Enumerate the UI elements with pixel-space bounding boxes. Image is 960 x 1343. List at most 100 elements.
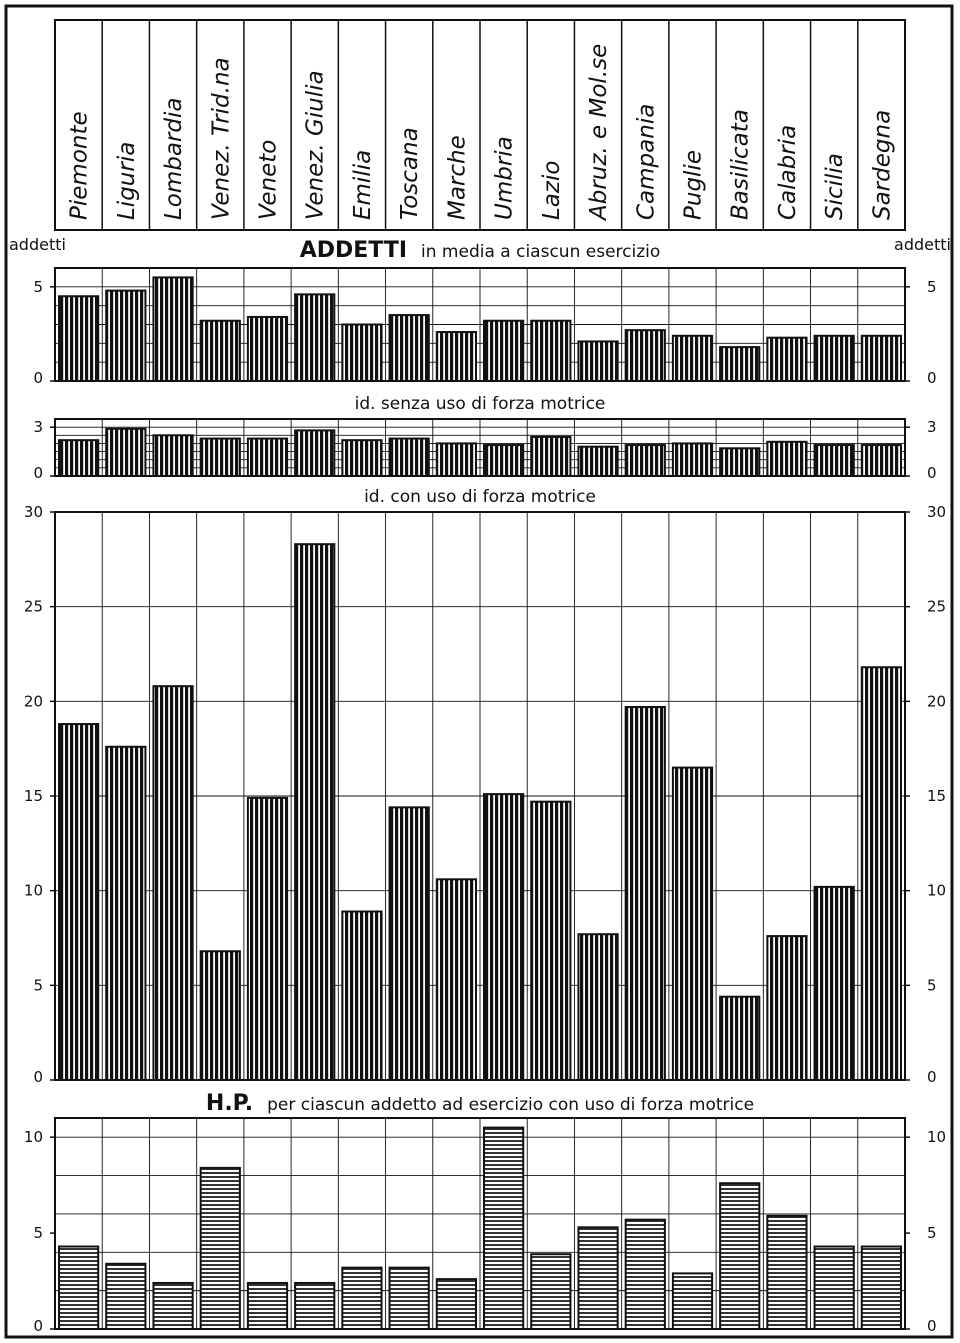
bar	[624, 706, 666, 1081]
bar	[246, 315, 289, 383]
region-label: Emilia	[350, 150, 376, 220]
tick-label-left: 0	[33, 1068, 43, 1086]
bar	[624, 329, 666, 382]
tick-label-right: 20	[927, 692, 946, 710]
bar	[435, 331, 477, 382]
hp-title: H.P. per ciascun addetto ad esercizio co…	[206, 1091, 754, 1116]
bar	[58, 439, 100, 477]
bar	[813, 334, 855, 382]
bar	[483, 793, 525, 1082]
bar	[199, 1166, 241, 1330]
addetti-title-main: ADDETTI	[300, 238, 407, 263]
tick-label-left: 25	[24, 598, 43, 616]
bar	[435, 442, 477, 477]
bar	[577, 445, 619, 477]
tick-label-left: 5	[33, 976, 43, 994]
tick-label-left: 20	[24, 692, 43, 710]
region-label: Veneto	[256, 140, 282, 220]
bar	[294, 1281, 336, 1330]
axis-unit-left: addetti	[9, 235, 66, 254]
con-subtitle: id. con uso di forza motrice	[364, 487, 596, 507]
bar	[577, 340, 619, 383]
tick-label-right: 15	[927, 787, 946, 805]
chart-panel-4: 0 0 5 5 10 10	[24, 1117, 946, 1335]
senza-subtitle: id. senza uso di forza motrice	[355, 394, 606, 414]
tick-label-left: 30	[24, 503, 43, 521]
bar	[671, 1272, 714, 1330]
bar	[246, 1281, 289, 1330]
tick-label-left: 0	[33, 369, 43, 387]
bar	[483, 319, 525, 383]
bar	[388, 314, 430, 383]
chart-panel-3: 0 0 5 5 10 10 15 15 20 20 25 25 30 30	[24, 503, 946, 1086]
bar	[435, 1278, 477, 1331]
bar	[199, 319, 241, 383]
bar	[105, 1262, 147, 1331]
bar	[766, 336, 808, 382]
bar	[813, 885, 855, 1081]
bar	[719, 447, 761, 478]
bar	[483, 444, 525, 477]
tick-label-right: 25	[927, 598, 946, 616]
region-label: Liguria	[114, 142, 140, 220]
bar	[860, 444, 902, 477]
bar	[530, 800, 572, 1081]
bar	[388, 437, 430, 477]
outer-frame	[4, 4, 954, 1339]
tick-label-right: 0	[927, 1068, 937, 1086]
addetti-title: ADDETTI in media a ciascun esercizio	[300, 238, 661, 263]
region-label: Sardegna	[869, 110, 895, 220]
bar	[246, 437, 289, 477]
tick-label-left: 0	[33, 464, 43, 482]
tick-label-right: 0	[927, 1317, 937, 1335]
bar	[388, 806, 430, 1081]
chart-panel-2: 0 0 3 3	[33, 418, 937, 482]
bar	[671, 334, 714, 382]
bar	[577, 1226, 619, 1330]
addetti-title-rest: in media a ciascun esercizio	[421, 242, 660, 262]
bar	[860, 666, 902, 1082]
tick-label-left: 5	[33, 278, 43, 296]
bar	[388, 1266, 430, 1330]
hp-title-main: H.P.	[206, 1091, 253, 1116]
bar	[152, 276, 194, 382]
region-label: Calabria	[775, 125, 801, 220]
tick-label-right: 10	[927, 1128, 946, 1146]
bar	[199, 950, 241, 1082]
bar	[766, 440, 808, 477]
bar	[341, 1266, 383, 1330]
bar	[341, 910, 383, 1082]
region-label: Marche	[444, 135, 470, 220]
tick-label-right: 5	[927, 278, 937, 296]
region-label: Basilicata	[728, 109, 754, 220]
bar	[341, 323, 383, 382]
region-label: Venez. Trid.na	[208, 57, 234, 220]
region-header: Piemonte Liguria Lombardia Venez. Trid.na Ve…	[54, 19, 906, 231]
region-label: Lazio	[539, 161, 565, 220]
bar	[341, 439, 383, 477]
bar	[294, 293, 336, 382]
bar	[766, 1214, 808, 1330]
region-label: Puglie	[681, 150, 707, 220]
tick-label-right: 10	[927, 882, 946, 900]
bar	[813, 1245, 855, 1331]
bar	[152, 685, 194, 1081]
bar	[530, 1253, 572, 1331]
bar	[105, 745, 147, 1081]
region-label: Abruz. e Mol.se	[586, 44, 612, 222]
tick-label-right: 3	[927, 418, 937, 436]
bar	[719, 1182, 761, 1330]
tick-label-left: 10	[24, 1128, 43, 1146]
panel-frame	[54, 418, 906, 477]
panel-frame	[54, 267, 906, 382]
panel-frame	[54, 1117, 906, 1330]
bar	[577, 933, 619, 1081]
region-label: Campania	[633, 104, 659, 220]
bar	[530, 435, 572, 477]
bar	[671, 766, 714, 1081]
bar	[483, 1126, 525, 1331]
tick-label-left: 0	[33, 1317, 43, 1335]
